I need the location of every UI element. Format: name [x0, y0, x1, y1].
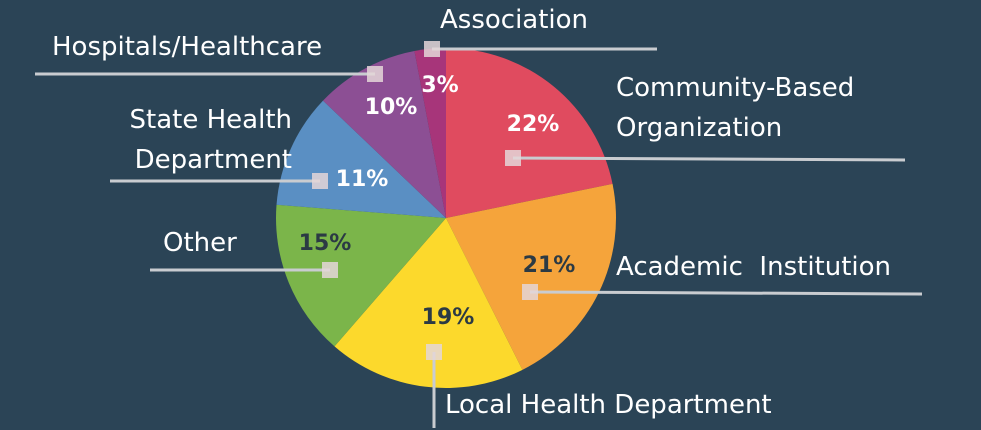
pie-slice [446, 48, 613, 218]
value-label: 10% [365, 95, 418, 120]
category-label: Academic Institution [616, 252, 892, 282]
leader-marker [426, 344, 442, 360]
leader-marker [505, 150, 521, 166]
value-label: 15% [299, 231, 352, 256]
pie-slice [414, 48, 446, 218]
category-label: Community-Based Organization [616, 73, 863, 143]
leader-marker [522, 284, 538, 300]
pie-slice [334, 218, 523, 388]
leader-marker [312, 173, 328, 189]
value-label: 11% [336, 167, 389, 192]
category-label: Other [163, 228, 237, 258]
pie-slice [276, 204, 446, 347]
value-label: 19% [422, 305, 475, 330]
pie-slice [323, 50, 446, 218]
leader-marker [424, 41, 440, 57]
leader-marker [367, 66, 383, 82]
pie-slice [446, 183, 616, 370]
value-label: 3% [421, 73, 458, 98]
value-label: 21% [523, 253, 576, 278]
category-label: Association [440, 5, 589, 35]
leader-line [529, 290, 923, 296]
category-label: Local Health Department [445, 390, 772, 420]
leader-marker [322, 262, 338, 278]
category-label: State Health Department [129, 105, 301, 175]
category-label: Hospitals/Healthcare [52, 32, 323, 62]
leader-line [512, 156, 906, 162]
value-label: 22% [507, 112, 560, 137]
